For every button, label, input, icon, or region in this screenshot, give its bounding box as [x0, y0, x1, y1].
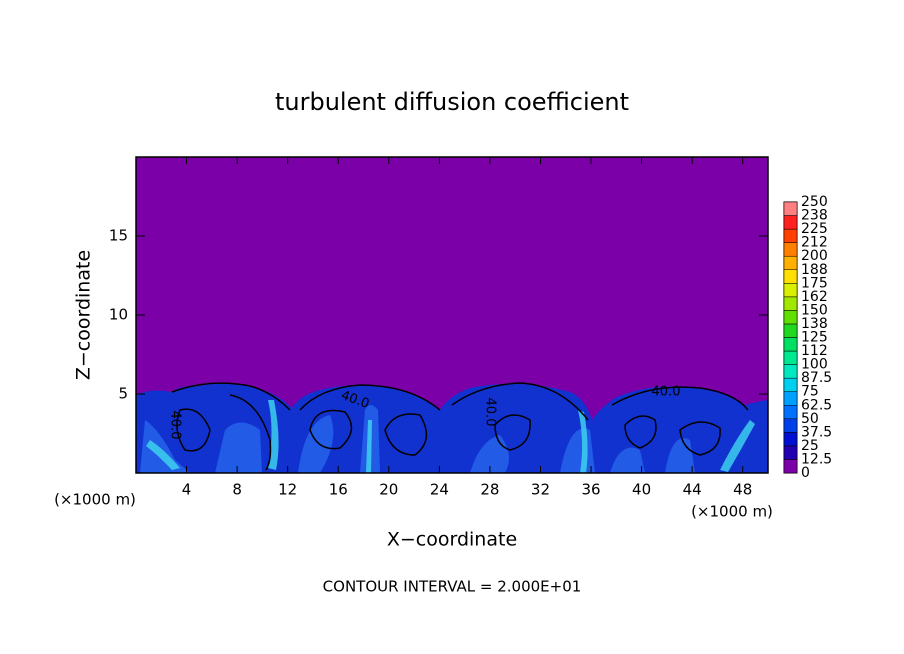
colorbar-swatch [783, 323, 798, 338]
x-unit-label: (×1000 m) [691, 503, 773, 521]
colorbar-swatch [783, 283, 798, 298]
x-tick-label: 16 [329, 481, 348, 499]
x-tick-label: 48 [733, 481, 752, 499]
colorbar-swatch [783, 296, 798, 311]
colorbar-swatch [783, 228, 798, 243]
y-tick-label: 15 [109, 227, 128, 245]
colorbar-label: 225 [801, 221, 828, 237]
contour-label: 40.0 [652, 385, 681, 400]
colorbar-label: 75 [801, 384, 819, 400]
colorbar-label: 250 [801, 194, 828, 210]
colorbar-label: 138 [801, 316, 828, 332]
colorbar-swatch [783, 459, 798, 474]
colorbar-label: 62.5 [801, 397, 832, 413]
colorbar-swatch [783, 215, 798, 230]
x-tick-label: 44 [683, 481, 702, 499]
contour-label: 40.0 [483, 398, 498, 427]
x-tick-label: 20 [379, 481, 398, 499]
colorbar-swatch [783, 242, 798, 257]
field [136, 382, 768, 473]
colorbar-swatch [783, 350, 798, 365]
colorbar-label: 175 [801, 275, 828, 291]
colorbar-label: 200 [801, 248, 828, 264]
colorbar-label: 87.5 [801, 370, 832, 386]
x-tick-label: 8 [232, 481, 242, 499]
colorbar-swatch [783, 432, 798, 447]
colorbar-label: 25 [801, 438, 819, 454]
y-axis-label: Z−coordinate [73, 250, 95, 380]
colorbar-swatch [783, 377, 798, 392]
colorbar-swatch [783, 418, 798, 433]
colorbar-label: 150 [801, 302, 828, 318]
contour-label: 40.0 [168, 411, 183, 440]
colorbar-swatch [783, 405, 798, 420]
colorbar-swatch [783, 364, 798, 379]
colorbar-label: 188 [801, 262, 828, 278]
colorbar-label: 12.5 [801, 451, 832, 467]
x-tick-label: 36 [581, 481, 600, 499]
x-tick-label: 28 [480, 481, 499, 499]
colorbar-label: 112 [801, 343, 828, 359]
x-tick-label: 40 [632, 481, 651, 499]
colorbar-swatch [783, 201, 798, 216]
colorbar-swatch [783, 310, 798, 325]
colorbar-label: 0 [801, 465, 810, 481]
colorbar-swatch [783, 255, 798, 271]
colorbar-label: 50 [801, 411, 819, 427]
x-axis-label: X−coordinate [387, 529, 517, 551]
colorbar-swatch [783, 391, 798, 406]
y-unit-label: (×1000 m) [54, 491, 136, 509]
colorbar-label: 100 [801, 357, 828, 373]
colorbar-swatch [783, 337, 798, 352]
colorbar-swatch [783, 269, 798, 284]
footer: CONTOUR INTERVAL = 2.000E+01 [323, 578, 582, 596]
x-tick-label: 32 [531, 481, 550, 499]
chart-title: turbulent diffusion coefficient [275, 88, 629, 116]
y-tick-label: 5 [118, 385, 128, 403]
x-tick-label: 12 [278, 481, 297, 499]
colorbar-label: 162 [801, 289, 828, 305]
y-tick-label: 10 [109, 306, 128, 324]
colorbar-label: 212 [801, 235, 828, 251]
colorbar-label: 238 [801, 208, 828, 224]
colorbar-label: 37.5 [801, 424, 832, 440]
colorbar-swatch [783, 445, 798, 460]
x-tick-label: 24 [430, 481, 449, 499]
colorbar-label: 125 [801, 330, 828, 346]
x-tick-label: 4 [182, 481, 192, 499]
